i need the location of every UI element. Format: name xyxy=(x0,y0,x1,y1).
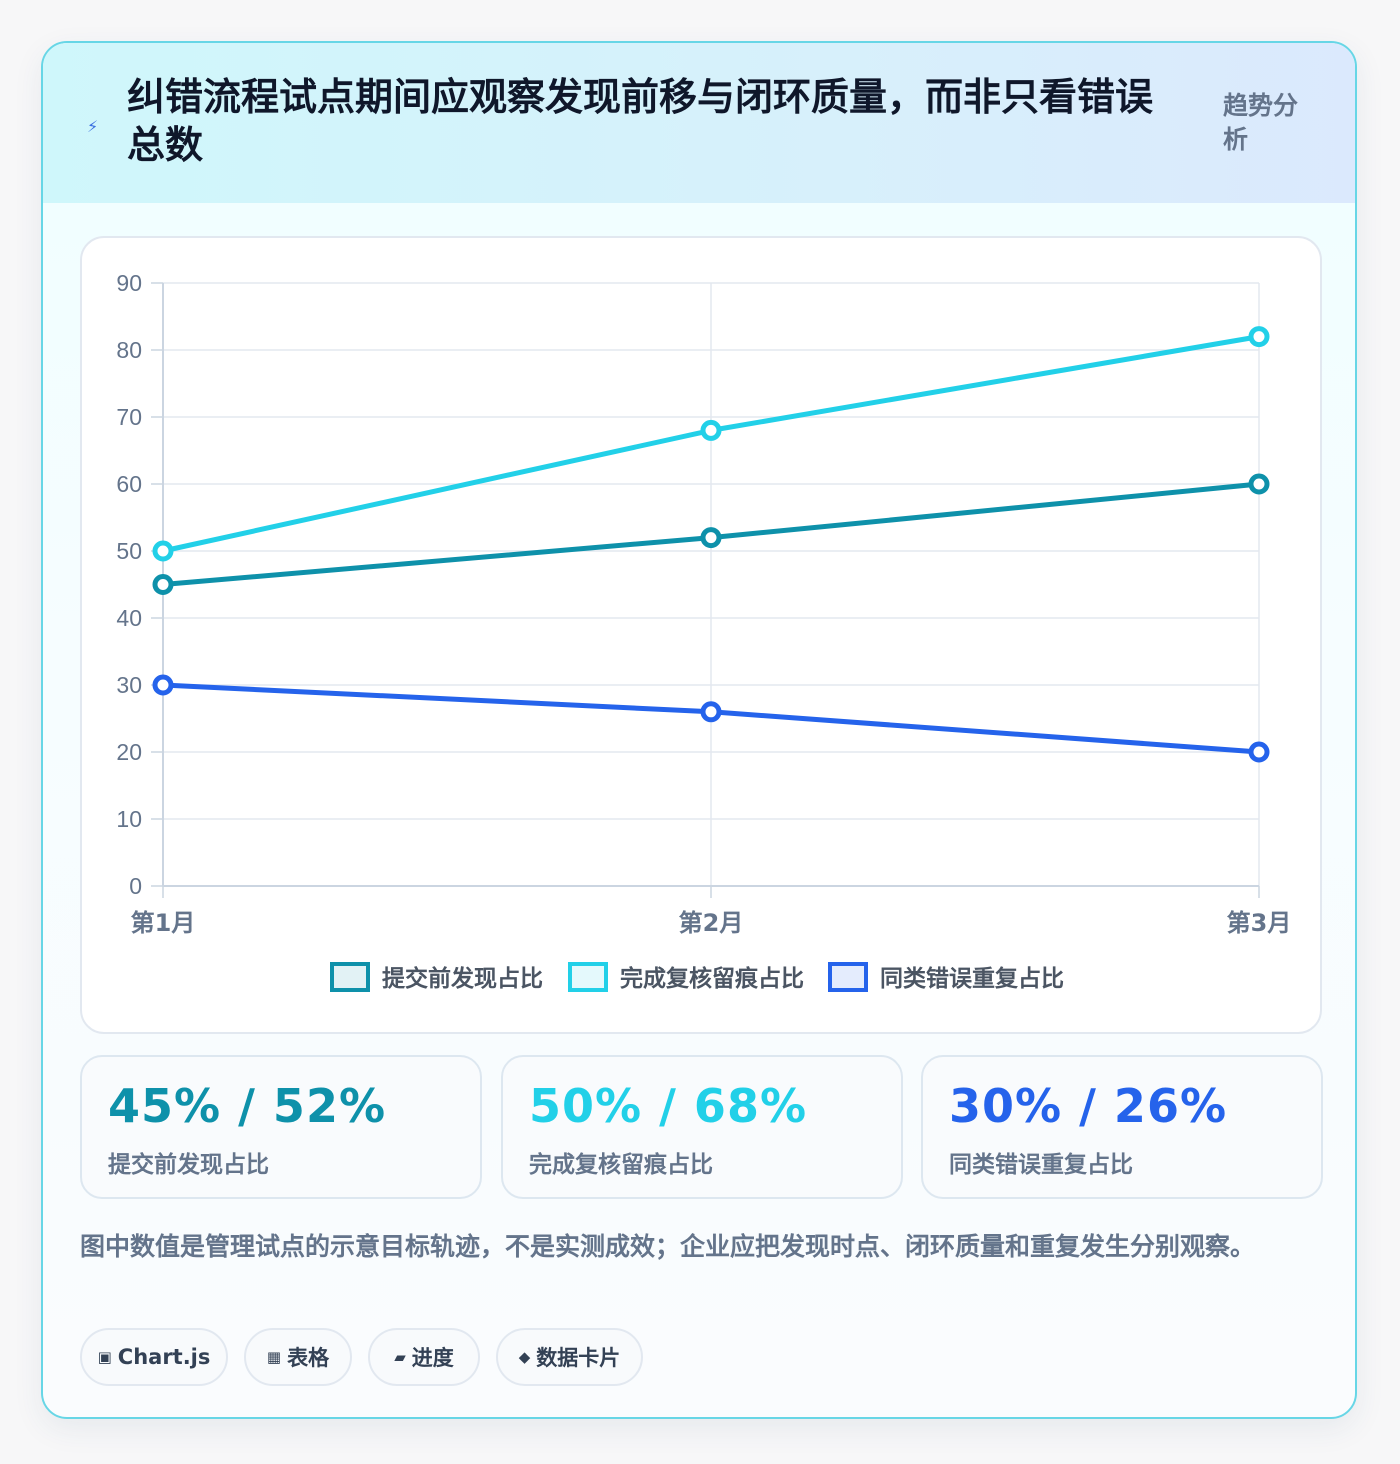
pill-data-card[interactable]: ◆ 数据卡片 xyxy=(496,1328,643,1386)
y-tick-label: 30 xyxy=(116,672,142,698)
data-point xyxy=(700,701,722,723)
legend-swatch xyxy=(568,962,608,992)
y-tick-label: 50 xyxy=(116,538,142,564)
legend-swatch xyxy=(828,962,868,992)
table-icon: ▦ xyxy=(266,1348,282,1366)
pill-label: 进度 xyxy=(411,1346,454,1370)
stat-card-repeat-error: 30% / 26% 同类错误重复占比 xyxy=(921,1055,1323,1199)
chart-icon: ▣ xyxy=(97,1348,112,1366)
stat-card-review-trace: 50% / 68% 完成复核留痕占比 xyxy=(501,1055,903,1199)
stat-value: 50% / 68% xyxy=(529,1079,808,1133)
lightning-icon: ⚡ xyxy=(87,117,99,136)
pill-label: 表格 xyxy=(287,1346,330,1370)
data-point xyxy=(152,674,174,696)
y-tick-label: 80 xyxy=(116,337,142,363)
data-point xyxy=(1248,473,1270,495)
data-point xyxy=(152,574,174,595)
data-point xyxy=(1248,741,1270,763)
legend-label: 提交前发现占比 xyxy=(382,965,543,992)
data-point xyxy=(700,527,722,549)
x-tick-label: 第2月 xyxy=(679,909,744,937)
diamond-icon: ◆ xyxy=(518,1348,531,1366)
legend-label: 同类错误重复占比 xyxy=(880,965,1064,992)
y-tick-label: 40 xyxy=(116,605,142,631)
stat-value: 30% / 26% xyxy=(949,1079,1228,1133)
progress-icon: ▰ xyxy=(394,1348,406,1366)
y-tick-label: 70 xyxy=(116,404,142,430)
pill-progress[interactable]: ▰ 进度 xyxy=(368,1328,480,1386)
legend-swatch xyxy=(330,962,370,992)
y-tick-label: 10 xyxy=(116,806,142,832)
x-tick-label: 第1月 xyxy=(131,909,196,937)
chart-title: 纠错流程试点期间应观察发现前移与闭环质量，而非只看错误总数 xyxy=(127,75,1154,167)
pill-table[interactable]: ▦ 表格 xyxy=(244,1328,352,1386)
y-tick-label: 90 xyxy=(116,270,142,296)
y-tick-label: 0 xyxy=(129,873,142,899)
stat-label: 同类错误重复占比 xyxy=(949,1152,1133,1178)
footnote: 图中数值是管理试点的示意目标轨迹，不是实测成效；企业应把发现时点、闭环质量和重复… xyxy=(80,1232,1256,1261)
stat-label: 完成复核留痕占比 xyxy=(529,1152,713,1178)
data-point xyxy=(1248,326,1270,348)
stat-value: 45% / 52% xyxy=(108,1079,387,1133)
data-point xyxy=(152,540,174,562)
card-header: ⚡ 纠错流程试点期间应观察发现前移与闭环质量，而非只看错误总数 趋势分析 xyxy=(43,43,1355,203)
line-chart: 0 10 20 30 40 50 60 70 80 90 第1月 第2月 第3月提交前发现占比 完成复核留… xyxy=(80,236,1322,1034)
pill-chartjs[interactable]: ▣ Chart.js xyxy=(80,1328,228,1386)
x-tick-label: 第3月 xyxy=(1227,909,1292,937)
stat-label: 提交前发现占比 xyxy=(108,1152,269,1178)
pill-label: Chart.js xyxy=(117,1345,211,1369)
legend-label: 完成复核留痕占比 xyxy=(620,965,804,992)
analysis-tag: 趋势分析 xyxy=(1223,91,1299,154)
chart-card: ⚡ 纠错流程试点期间应观察发现前移与闭环质量，而非只看错误总数 趋势分析 0 10… xyxy=(41,41,1357,1419)
stat-card-early-detection: 45% / 52% 提交前发现占比 xyxy=(80,1055,482,1199)
data-point xyxy=(700,419,722,441)
y-tick-label: 20 xyxy=(116,739,142,765)
y-tick-label: 60 xyxy=(116,471,142,497)
pill-label: 数据卡片 xyxy=(536,1346,621,1370)
